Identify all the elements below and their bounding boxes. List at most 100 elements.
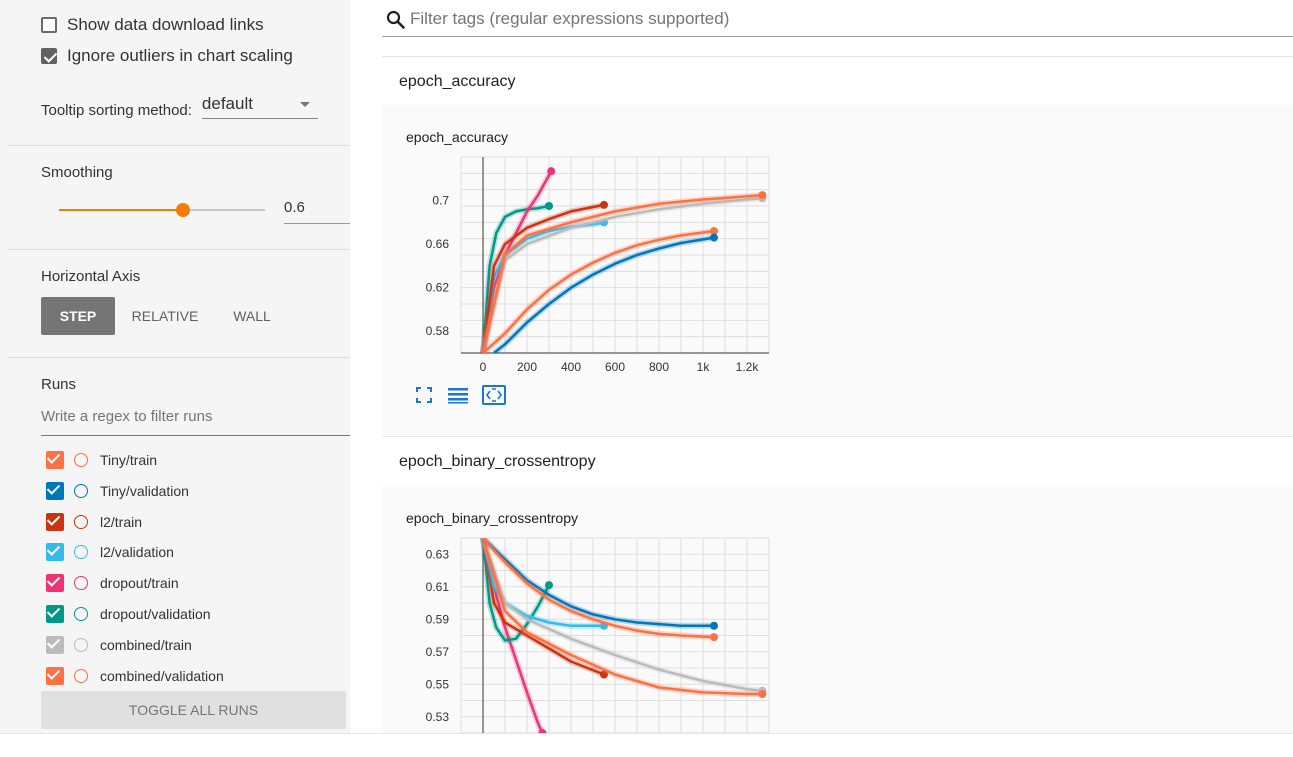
x-tick-label: 1k [697,360,711,374]
series-line[interactable] [481,538,763,692]
card-header-accuracy[interactable]: epoch_accuracy [382,56,1293,106]
y-tick-label: 0.63 [426,547,450,561]
smoothing-value-input[interactable]: 0.6 [284,199,350,224]
run-item[interactable]: combined/train [46,635,192,655]
chart-title: epoch_binary_crossentropy [406,510,578,526]
divider [8,145,350,146]
series-end-point[interactable] [710,227,718,236]
run-color-icon[interactable] [74,453,88,467]
series-end-point[interactable] [545,581,553,590]
run-checkbox[interactable] [46,451,64,469]
run-checkbox[interactable] [46,574,64,593]
run-item[interactable]: dropout/validation [46,604,211,624]
series-end-point[interactable] [600,200,608,209]
series-line[interactable] [481,538,763,696]
y-tick-label: 0.59 [426,612,450,626]
series-group [480,167,767,353]
x-tick-label: 0 [480,360,487,374]
series-group [480,538,767,733]
smoothing-slider-handle[interactable] [175,203,190,217]
show-download-links-checkbox[interactable] [41,17,57,33]
run-item[interactable]: Tiny/validation [46,481,189,501]
series-line[interactable] [493,236,715,353]
series-line[interactable] [482,538,714,628]
axis-relative-button[interactable]: RELATIVE [131,308,199,324]
fit-domain-icon[interactable] [482,385,506,405]
series-line[interactable] [481,538,605,676]
series-line[interactable] [481,193,763,353]
show-download-links-label: Show data download links [67,15,264,34]
card-header-title: epoch_binary_crossentropy [399,453,596,470]
series-line[interactable] [481,538,551,642]
series-line[interactable] [481,170,553,353]
run-item[interactable]: l2/train [46,512,142,532]
ignore-outliers-row[interactable]: Ignore outliers in chart scaling [41,46,293,66]
series-line[interactable] [481,221,605,353]
series-end-point[interactable] [710,633,718,642]
run-checkbox[interactable] [46,635,64,654]
run-checkbox[interactable] [46,543,64,562]
run-color-icon[interactable] [74,545,88,560]
run-color-icon[interactable] [74,637,88,652]
series-end-point[interactable] [538,729,547,733]
run-label: dropout/validation [100,606,211,622]
sidebar: Show data download links Ignore outliers… [0,0,350,733]
runs-label: Runs [41,376,77,393]
run-checkbox[interactable] [46,666,64,685]
ignore-outliers-checkbox[interactable] [41,48,57,64]
series-end-point[interactable] [758,690,767,698]
series-end-point[interactable] [545,202,553,210]
series-end-point[interactable] [547,167,556,176]
fullscreen-icon[interactable] [414,385,434,405]
search-icon [386,10,405,29]
series-end-point[interactable] [758,191,767,200]
series-end-point[interactable] [710,233,718,242]
tooltip-sorting-select[interactable]: default [201,94,318,119]
x-tick-label: 600 [605,360,625,374]
series-line[interactable] [481,203,605,353]
smoothing-slider-fill [59,209,183,211]
accuracy-chart[interactable]: 0.58 0.62 0.66 0.7 0 200 400 600 800 1k 1.2k [0,0,800,480]
toggle-all-runs-button[interactable]: TOGGLE ALL RUNS [41,691,346,729]
series-line[interactable] [482,229,715,353]
tooltip-sorting-label: Tooltip sorting method: [41,102,192,119]
show-download-links-row[interactable]: Show data download links [41,15,264,35]
card-crossentropy: epoch_binary_crossentropy 0.53 0.55 0.57 0.… [382,485,1293,733]
run-checkbox[interactable] [46,605,64,623]
series-line[interactable] [481,197,763,353]
run-item[interactable]: l2/validation [46,542,174,562]
series-line[interactable] [481,204,550,353]
run-filter-input[interactable]: Write a regex to filter runs [41,408,350,436]
smoothing-slider[interactable] [59,203,265,217]
series-end-point[interactable] [710,621,718,630]
axis-wall-button[interactable]: WALL [233,308,271,324]
tag-filter-input[interactable]: Filter tags (regular expressions support… [410,9,730,28]
run-checkbox[interactable] [46,512,64,531]
y-tick-label: 0.53 [426,710,450,724]
run-color-icon[interactable] [74,514,88,529]
run-label: combined/train [100,636,192,653]
data-table-icon[interactable] [446,385,470,405]
run-item[interactable]: Tiny/train [46,450,157,470]
run-item[interactable]: dropout/train [46,573,179,593]
axis-step-button[interactable]: STEP [41,297,115,335]
y-tick-label: 0.62 [426,281,450,295]
run-checkbox[interactable] [46,481,64,500]
series-line[interactable] [482,538,715,639]
download-bar [0,733,1293,757]
smoothing-label: Smoothing [41,164,113,181]
run-color-icon[interactable] [74,668,88,683]
x-tick-label: 800 [649,360,669,374]
x-tick-label: 1.2k [736,360,760,374]
run-color-icon[interactable] [74,607,88,621]
run-item[interactable]: combined/validation [46,666,224,686]
series-end-point[interactable] [600,670,608,679]
y-tick-label: 0.7 [432,194,449,208]
crossentropy-chart[interactable]: 0.53 0.55 0.57 0.59 0.61 0.63 [0,485,800,733]
card-header-crossentropy[interactable]: epoch_binary_crossentropy [382,436,1293,486]
series-line[interactable] [481,538,604,628]
tag-filter-bar[interactable]: Filter tags (regular expressions support… [382,0,1293,37]
y-tick-label: 0.57 [426,645,450,659]
run-color-icon[interactable] [74,483,88,498]
run-color-icon[interactable] [74,576,88,591]
